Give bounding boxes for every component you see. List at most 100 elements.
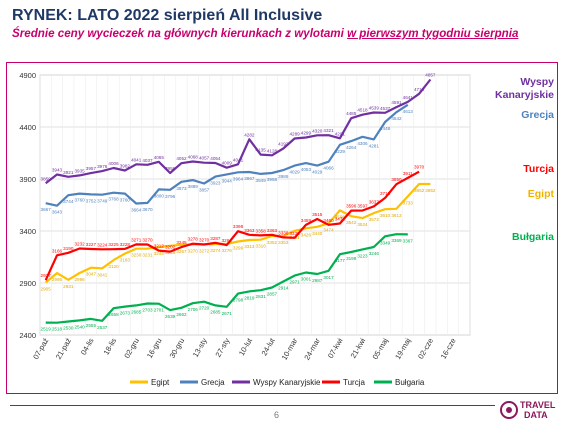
data-label: 2931 — [63, 284, 74, 289]
data-label: 3270 — [188, 249, 199, 254]
data-label: 3752 — [86, 198, 97, 203]
data-label: 3572 — [369, 217, 380, 222]
series-end-label: Wyspy — [520, 76, 554, 88]
data-label: 3664 — [131, 208, 142, 213]
data-label: 2685 — [210, 309, 221, 314]
data-label: 3859 — [41, 176, 52, 181]
y-tick-label: 2400 — [19, 331, 36, 340]
data-label: 3911 — [403, 171, 413, 176]
data-label: 3230 — [131, 253, 142, 258]
y-tick-label: 4400 — [19, 123, 36, 132]
data-label: 3733 — [403, 200, 414, 205]
data-label: 3873 — [176, 186, 187, 191]
data-label: 2540 — [74, 324, 85, 329]
data-label: 2673 — [120, 311, 131, 316]
data-label: 4321 — [323, 128, 334, 133]
data-label: 2927 — [41, 273, 52, 278]
data-label: 2857 — [267, 291, 278, 296]
series-line-egipt — [44, 182, 431, 284]
data-label: 3613 — [391, 213, 402, 218]
data-label: 2518 — [52, 327, 63, 332]
data-label: 3643 — [52, 210, 63, 215]
legend-label: Wyspy Kanaryjskie — [253, 378, 321, 387]
data-label: 3850 — [391, 177, 402, 182]
data-label: 3227 — [86, 242, 97, 247]
data-label: 3596 — [346, 204, 357, 209]
data-label: 2831 — [256, 294, 267, 299]
data-label: 3667 — [41, 207, 52, 212]
data-label: 4448 — [380, 126, 391, 131]
data-label: 2537 — [97, 325, 108, 330]
data-label: 3270 — [142, 238, 153, 243]
data-label: 3637 — [369, 199, 380, 204]
x-tick-label: 24-lut — [260, 336, 278, 358]
data-label: 4613 — [403, 109, 414, 114]
data-label: 3852 — [414, 188, 425, 193]
series-line-wyspy-kanaryjskie — [45, 78, 432, 185]
x-tick-label: 13-sty — [191, 336, 209, 358]
data-label: 3287 — [210, 236, 221, 241]
data-label: 3760 — [120, 198, 131, 203]
data-label: 3276 — [222, 248, 233, 253]
travel-data-logo: TRAVEL DATA — [500, 400, 556, 420]
x-tick-label: 24-mar — [302, 336, 322, 362]
x-tick-label: 21-kwi — [349, 336, 368, 360]
x-tick-label: 21-paź — [54, 336, 73, 361]
data-label: 3166 — [52, 248, 63, 253]
series-end-label: Grecja — [521, 109, 554, 121]
x-tick-label: 18-lis — [102, 336, 119, 356]
y-tick-label: 3900 — [19, 175, 36, 184]
data-label: 3272 — [199, 248, 210, 253]
x-tick-label: 04-lis — [79, 336, 96, 356]
data-label: 3316 — [256, 244, 267, 249]
data-label: 2905 — [41, 286, 52, 291]
data-label: 4306 — [357, 141, 368, 146]
series-end-label: Turcja — [523, 163, 554, 175]
data-label: 3610 — [380, 213, 391, 218]
page-title: RYNEK: LATO 2022 sierpień All Inclusive — [12, 7, 323, 24]
data-label: 4052 — [176, 156, 187, 161]
x-tick-label: 02-cze — [416, 337, 435, 361]
data-label: 3228 — [120, 242, 131, 247]
data-label: 3202 — [165, 245, 176, 250]
data-label: 2530 — [63, 325, 74, 330]
data-label: 3232 — [74, 241, 85, 246]
data-label: 4054 — [210, 156, 221, 161]
data-label: 4291 — [335, 131, 346, 136]
data-label: 4135 — [256, 148, 267, 153]
data-label: 3352 — [267, 240, 278, 245]
data-label: 3964 — [233, 176, 244, 181]
x-tick-label: 27-sty — [213, 336, 231, 358]
data-label: 4539 — [369, 106, 380, 111]
data-label: 3460 — [323, 218, 334, 223]
data-label: 3224 — [97, 242, 108, 247]
data-label: 3041 — [97, 272, 108, 277]
series-end-label: Egipt — [528, 188, 555, 200]
y-tick-label: 2900 — [19, 279, 36, 288]
data-label: 4053 — [301, 167, 312, 172]
data-label: 3246 — [369, 251, 380, 256]
data-label: 3190 — [63, 246, 74, 251]
data-label: 3270 — [199, 238, 210, 243]
data-label: 2701 — [154, 308, 165, 313]
data-label: 3524 — [357, 222, 368, 227]
data-label: 3857 — [199, 187, 210, 192]
data-label: 4066 — [323, 166, 334, 171]
data-label: 3274 — [210, 248, 221, 253]
data-label: 4641 — [403, 95, 414, 100]
data-label: 2658 — [108, 312, 119, 317]
data-label: 3001 — [301, 276, 312, 281]
data-label: 3935 — [74, 168, 85, 173]
data-label: 4193 — [278, 142, 289, 147]
x-tick-label: 02-gru — [122, 337, 141, 360]
data-label: 3212 — [154, 244, 165, 249]
data-label: 4065 — [154, 155, 165, 160]
data-label: 3231 — [142, 253, 153, 258]
data-label: 3335 — [289, 231, 300, 236]
page-subtitle: Średnie ceny wycieczek na głównych kieru… — [12, 27, 518, 40]
data-label: 4518 — [357, 108, 368, 113]
data-label: 3986 — [278, 174, 289, 179]
data-label: 3198 — [346, 256, 357, 261]
data-label: 3223 — [357, 253, 368, 258]
